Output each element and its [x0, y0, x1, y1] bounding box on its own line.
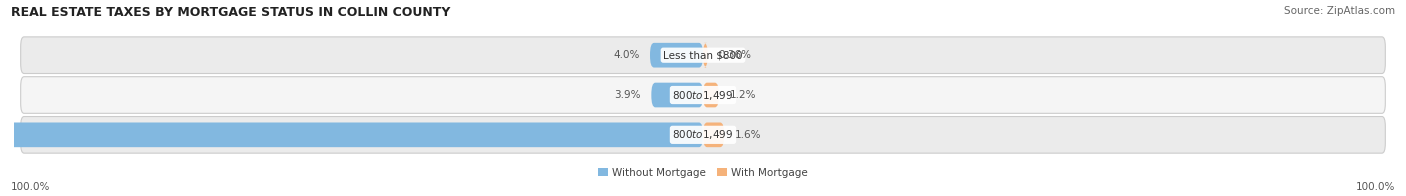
- FancyBboxPatch shape: [703, 122, 724, 147]
- Text: Source: ZipAtlas.com: Source: ZipAtlas.com: [1284, 6, 1395, 16]
- FancyBboxPatch shape: [21, 77, 1385, 113]
- FancyBboxPatch shape: [650, 43, 703, 68]
- Text: 1.6%: 1.6%: [735, 130, 761, 140]
- Text: 100.0%: 100.0%: [1355, 182, 1395, 192]
- FancyBboxPatch shape: [703, 43, 707, 68]
- Text: 4.0%: 4.0%: [613, 50, 640, 60]
- FancyBboxPatch shape: [0, 122, 703, 147]
- Text: $800 to $1,499: $800 to $1,499: [672, 89, 734, 102]
- FancyBboxPatch shape: [21, 116, 1385, 153]
- Text: Less than $800: Less than $800: [664, 50, 742, 60]
- Text: 3.9%: 3.9%: [614, 90, 641, 100]
- FancyBboxPatch shape: [21, 37, 1385, 74]
- Text: 1.2%: 1.2%: [730, 90, 756, 100]
- Text: $800 to $1,499: $800 to $1,499: [672, 128, 734, 141]
- FancyBboxPatch shape: [651, 83, 703, 107]
- Legend: Without Mortgage, With Mortgage: Without Mortgage, With Mortgage: [598, 168, 808, 178]
- Text: REAL ESTATE TAXES BY MORTGAGE STATUS IN COLLIN COUNTY: REAL ESTATE TAXES BY MORTGAGE STATUS IN …: [11, 6, 450, 19]
- Text: 100.0%: 100.0%: [11, 182, 51, 192]
- Text: 0.36%: 0.36%: [718, 50, 751, 60]
- FancyBboxPatch shape: [703, 83, 718, 107]
